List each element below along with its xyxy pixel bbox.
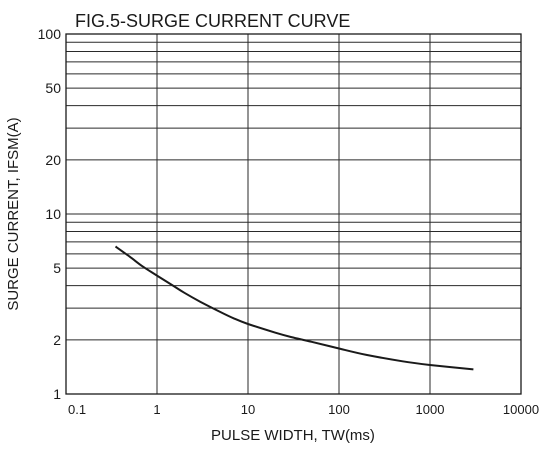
curve-point	[402, 360, 404, 362]
curve-point	[172, 285, 174, 287]
surge-current-curve	[114, 245, 474, 371]
y-axis-label: SURGE CURRENT, IFSM(A)	[5, 117, 22, 310]
curve-point	[183, 292, 185, 294]
curve-point	[472, 368, 474, 370]
curve-point	[311, 341, 313, 343]
y-tick-label: 10	[45, 206, 61, 222]
x-tick-label: 10	[241, 402, 255, 417]
y-tick-labels: 1 2 5 10 20 50 100	[38, 26, 62, 402]
y-tick-label: 100	[38, 26, 62, 42]
curve-point	[290, 336, 292, 338]
curve-point	[365, 354, 367, 356]
y-tick-label: 2	[53, 332, 61, 348]
curve-point	[429, 364, 431, 366]
curve-point	[338, 347, 340, 349]
y-tick-label: 1	[53, 386, 61, 402]
chart-title: FIG.5-SURGE CURRENT CURVE	[75, 11, 350, 31]
curve-point	[115, 245, 117, 247]
curve-point	[233, 317, 235, 319]
curve-point	[220, 311, 222, 313]
x-tick-label: 100	[328, 402, 350, 417]
plot-frame	[65, 33, 522, 395]
x-tick-label: 1000	[416, 402, 445, 417]
curve-point	[199, 301, 201, 303]
curve-point	[142, 266, 144, 268]
x-tick-labels: 0.1 1 10 100 1000 10000	[68, 402, 539, 417]
x-tick-label: 1	[153, 402, 160, 417]
y-tick-label: 20	[45, 152, 61, 168]
curve-point	[129, 256, 131, 258]
x-tick-label: 0.1	[68, 402, 86, 417]
curve-point	[274, 332, 276, 334]
curve-point	[247, 323, 249, 325]
curve-point	[156, 275, 158, 277]
grid	[66, 34, 521, 394]
y-tick-label: 50	[45, 80, 61, 96]
x-axis-label: PULSE WIDTH, TW(ms)	[211, 427, 375, 444]
y-tick-label: 5	[53, 260, 61, 276]
x-tick-label: 10000	[503, 402, 539, 417]
